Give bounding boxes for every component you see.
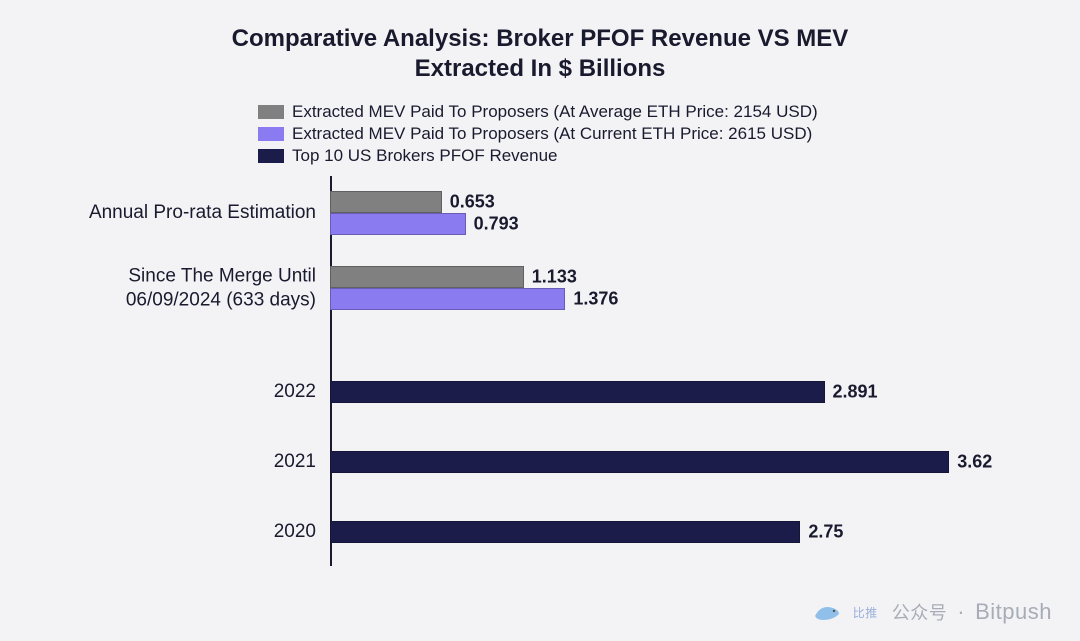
watermark-en: Bitpush [975, 599, 1052, 625]
bar [330, 213, 466, 235]
chart-plot: Annual Pro-rata Estimation0.6530.793 Sinc… [330, 176, 1020, 566]
legend-swatch [258, 127, 284, 141]
chart-title: Comparative Analysis: Broker PFOF Revenu… [0, 0, 1080, 84]
bar-value: 0.793 [474, 214, 519, 235]
bar-value: 0.653 [450, 192, 495, 213]
bar-value: 3.62 [957, 452, 992, 473]
category-label: 2022 [6, 380, 330, 404]
watermark: 比推 公众号 · Bitpush [811, 599, 1052, 625]
category-label: 2020 [6, 520, 330, 544]
bar [330, 266, 524, 288]
watermark-badge: 比推 [853, 604, 878, 621]
bar [330, 288, 565, 310]
bar [330, 191, 442, 213]
bar [330, 451, 949, 473]
chart-row: 20202.75 [330, 521, 1020, 543]
bar-value: 2.75 [808, 522, 843, 543]
category-label: 2021 [6, 450, 330, 474]
category-label: Since The Merge Until 06/09/2024 (633 da… [6, 264, 330, 312]
legend-item: Top 10 US Brokers PFOF Revenue [258, 146, 1080, 166]
legend-label: Extracted MEV Paid To Proposers (At Curr… [292, 124, 812, 144]
legend-swatch [258, 149, 284, 163]
watermark-dot: · [957, 599, 965, 625]
bar [330, 521, 800, 543]
bird-icon [811, 600, 843, 624]
legend-item: Extracted MEV Paid To Proposers (At Curr… [258, 124, 1080, 144]
category-label: Annual Pro-rata Estimation [6, 201, 330, 225]
chart-row: 20222.891 [330, 381, 1020, 403]
bar-value: 1.376 [573, 289, 618, 310]
bar [330, 381, 825, 403]
legend: Extracted MEV Paid To Proposers (At Aver… [258, 102, 1080, 166]
legend-swatch [258, 105, 284, 119]
chart-row: Since The Merge Until 06/09/2024 (633 da… [330, 266, 1020, 310]
chart-row: Annual Pro-rata Estimation0.6530.793 [330, 191, 1020, 235]
legend-label: Top 10 US Brokers PFOF Revenue [292, 146, 558, 166]
legend-item: Extracted MEV Paid To Proposers (At Aver… [258, 102, 1080, 122]
bar-value: 1.133 [532, 267, 577, 288]
bar-value: 2.891 [833, 382, 878, 403]
legend-label: Extracted MEV Paid To Proposers (At Aver… [292, 102, 818, 122]
chart-row: 20213.62 [330, 451, 1020, 473]
watermark-cn: 公众号 [892, 599, 948, 625]
